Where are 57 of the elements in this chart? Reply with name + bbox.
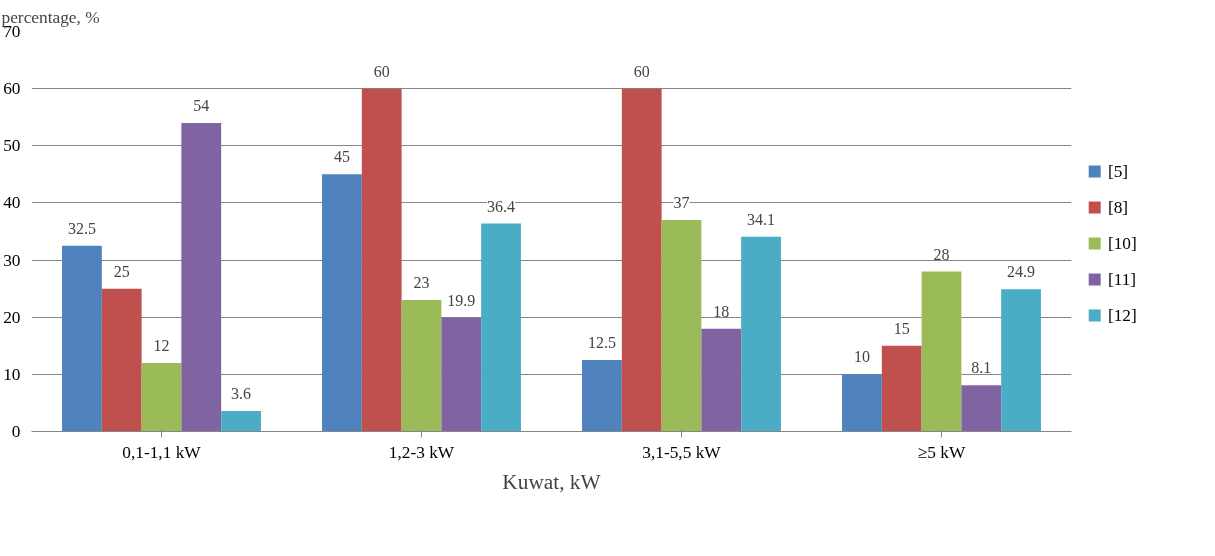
bar xyxy=(181,122,222,432)
data-label: 36.4 xyxy=(487,197,516,215)
data-label: 45 xyxy=(333,148,350,166)
legend-label: [11] xyxy=(1107,270,1137,290)
y-tick-label: 30 xyxy=(3,250,21,270)
y-tick-label: 10 xyxy=(3,364,21,384)
data-label: 12.5 xyxy=(587,334,616,352)
bar xyxy=(401,300,442,432)
data-label: 28 xyxy=(933,245,950,263)
x-tick-label: ≥5 kW xyxy=(917,442,966,462)
data-label: 18 xyxy=(713,302,730,320)
data-label: 60 xyxy=(633,62,650,80)
data-label: 32.5 xyxy=(67,219,96,237)
legend-label: [8] xyxy=(1107,197,1129,217)
legend-label: [5] xyxy=(1107,161,1129,181)
x-tick-label: 1,2-3 kW xyxy=(388,442,455,462)
y-tick-label: 40 xyxy=(3,193,21,213)
bar xyxy=(921,271,962,432)
bar xyxy=(141,362,182,432)
data-label: 60 xyxy=(373,62,390,80)
legend-label: [10] xyxy=(1107,234,1137,253)
y-tick-label: 60 xyxy=(3,79,21,99)
data-label: 25 xyxy=(113,262,130,280)
bar xyxy=(441,317,482,432)
bar xyxy=(582,360,622,432)
bar xyxy=(322,174,362,432)
bar xyxy=(481,223,521,432)
bar xyxy=(701,328,742,432)
bar xyxy=(961,385,1002,432)
legend-label: [12] xyxy=(1107,306,1137,326)
bar xyxy=(221,410,261,432)
bar xyxy=(101,288,142,432)
x-tick-label: 3,1-5,5 kW xyxy=(642,442,722,462)
x-tick-label: 0,1-1,1 kW xyxy=(122,442,202,462)
data-label: 24.9 xyxy=(1007,263,1036,281)
data-label: 19.9 xyxy=(447,291,476,309)
bar xyxy=(842,374,882,432)
bar xyxy=(621,88,662,432)
data-label: 15 xyxy=(893,319,910,337)
x-axis-title: Kuwat, kW xyxy=(502,469,602,494)
bar xyxy=(881,345,922,432)
data-label: 3.6 xyxy=(231,384,252,402)
data-label: 23 xyxy=(413,274,430,292)
y-tick-label: 50 xyxy=(3,136,21,156)
bar xyxy=(741,236,781,432)
bar xyxy=(62,245,102,432)
y-tick-label: 20 xyxy=(3,307,21,327)
bar xyxy=(1001,289,1041,432)
data-label: 34.1 xyxy=(747,210,776,228)
data-label: 12 xyxy=(153,336,170,354)
data-label: 54 xyxy=(193,96,210,114)
data-label: 10 xyxy=(853,348,870,366)
bar xyxy=(661,220,702,432)
data-label: 37 xyxy=(673,194,690,212)
bar xyxy=(361,88,402,432)
data-label: 8.1 xyxy=(971,359,992,377)
y-tick-label: 0 xyxy=(11,422,21,441)
